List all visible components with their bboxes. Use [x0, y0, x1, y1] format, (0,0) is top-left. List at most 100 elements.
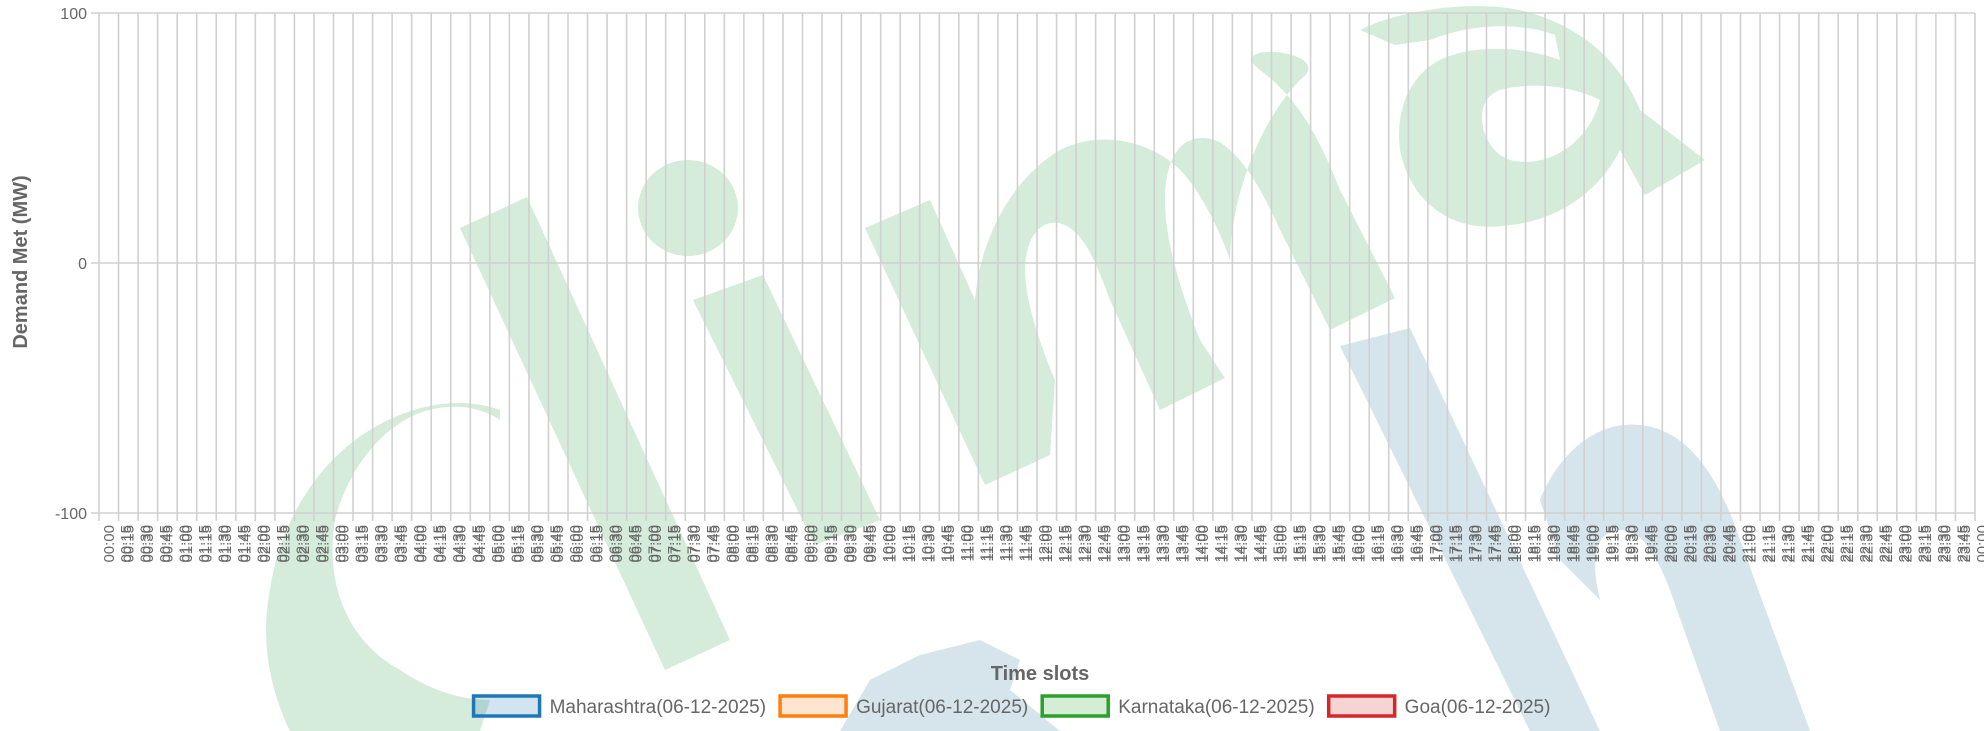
x-tick-label: 20:45 [1720, 525, 1737, 563]
legend-item[interactable]: Karnataka(06-12-2025) [1040, 694, 1315, 718]
x-tick-label: 12:00 [1036, 525, 1053, 563]
x-tick-label: 14:15 [1215, 525, 1232, 563]
x-tick-label: 21:00 [1740, 525, 1757, 563]
x-tick-label: 21:30 [1779, 525, 1796, 563]
chart-legend[interactable]: Maharashtra(06-12-2025) Gujarat(06-12-202… [471, 694, 1551, 718]
x-tick-label: 08:15 [746, 525, 763, 563]
x-tick-label: 23:30 [1935, 525, 1952, 563]
x-tick-label: 23:45 [1957, 525, 1974, 563]
legend-swatch [471, 694, 542, 718]
x-tick-label: 13:30 [1156, 525, 1173, 563]
x-tick-label: 14:30 [1232, 525, 1249, 563]
x-tick-label: 13:15 [1134, 525, 1151, 563]
x-tick-label: 19:15 [1603, 525, 1620, 563]
x-tick-label: 19:00 [1586, 525, 1603, 563]
x-tick-label: 03:15 [352, 525, 369, 563]
plot-area [91, 12, 1976, 521]
x-tick-label: 20:30 [1703, 525, 1720, 563]
x-tick-label: 07:45 [707, 525, 724, 563]
x-tick-label: 10:45 [939, 525, 956, 563]
x-tick-label: 18:00 [1505, 525, 1522, 563]
legend-item[interactable]: Gujarat(06-12-2025) [778, 694, 1028, 718]
x-tick-label: 05:30 [531, 525, 548, 563]
x-tick-label: 16:30 [1391, 525, 1408, 563]
x-tick-label: 08:30 [765, 525, 782, 563]
x-tick-label: 13:00 [1117, 525, 1134, 563]
x-tick-label: 04:45 [470, 525, 487, 563]
x-tick-label: 14:45 [1251, 525, 1268, 563]
x-tick-label: 19:00 [1583, 525, 1600, 563]
y-tick-label: 0 [78, 256, 87, 273]
x-tick-label: 01:15 [198, 525, 215, 563]
x-tick-label: 02:15 [274, 525, 291, 563]
x-tick-label: 09:30 [843, 525, 860, 563]
x-tick-label: 23:15 [1918, 525, 1935, 563]
x-tick-label: 09:15 [824, 525, 841, 563]
x-tick-label: 03:00 [333, 525, 350, 563]
x-tick-label: 09:30 [841, 525, 858, 563]
legend-item[interactable]: Maharashtra(06-12-2025) [471, 694, 767, 718]
x-tick-label: 11:45 [1019, 525, 1036, 561]
x-tick-label: 03:15 [355, 525, 372, 563]
legend-item[interactable]: Goa(06-12-2025) [1326, 694, 1551, 718]
watermark-letter-a [1360, 6, 1705, 227]
x-tick-label: 05:00 [489, 525, 506, 563]
x-tick-label: 19:45 [1642, 525, 1659, 563]
x-tick-label: 12:30 [1078, 525, 1095, 563]
x-tick-label: 16:30 [1388, 525, 1405, 563]
x-tick-label: 23:30 [1938, 525, 1955, 563]
x-tick-label: 03:30 [372, 525, 389, 563]
x-tick-label: 04:00 [413, 525, 430, 563]
x-tick-label: 02:30 [294, 525, 311, 563]
x-tick-label: 17:30 [1466, 525, 1483, 563]
x-tick-label: 02:30 [296, 525, 313, 563]
x-tick-label: 02:00 [255, 525, 272, 563]
x-tick-label: 20:00 [1664, 525, 1681, 563]
x-tick-label: 14:00 [1195, 525, 1212, 563]
x-tick-label: 21:15 [1759, 525, 1776, 563]
x-tick-label: 23:00 [1899, 525, 1916, 563]
x-tick-label: 12:30 [1075, 525, 1092, 563]
x-tick-label: 08:30 [763, 525, 780, 563]
x-tick-label: 15:00 [1273, 525, 1290, 563]
x-tick-label: 15:15 [1293, 525, 1310, 563]
x-tick-label: 06:15 [589, 525, 606, 563]
x-tick-label: 05:15 [511, 525, 528, 563]
x-tick-label: 16:00 [1349, 525, 1366, 563]
x-tick-label: 15:45 [1332, 525, 1349, 563]
x-tick-label: 17:30 [1469, 525, 1486, 563]
x-tick-label: 10:30 [919, 525, 936, 563]
x-tick-label: 22:15 [1840, 525, 1857, 563]
x-tick-label: 22:30 [1860, 525, 1877, 563]
x-tick-label: 22:15 [1837, 525, 1854, 563]
x-tick-label: 23:45 [1955, 525, 1972, 563]
x-tick-label: 09:45 [863, 525, 880, 563]
x-tick-label: 10:00 [882, 525, 899, 563]
x-tick-label: 14:00 [1193, 525, 1210, 563]
watermark-letter-h [1340, 328, 1600, 731]
x-tick-label: 02:45 [313, 525, 330, 563]
watermark-letter-i [693, 275, 880, 545]
x-tick-label: 09:45 [860, 525, 877, 563]
x-tick-label: 16:15 [1371, 525, 1388, 563]
x-tick-label: 12:45 [1095, 525, 1112, 563]
x-tick-label: 21:00 [1742, 525, 1759, 563]
watermark-letter-c [266, 402, 500, 731]
x-tick-label: 17:00 [1430, 525, 1447, 563]
x-tick-label: 04:30 [450, 525, 467, 563]
x-tick-label: 06:45 [626, 525, 643, 563]
x-tick-label: 11:15 [980, 525, 997, 561]
x-tick-label: 01:15 [196, 525, 213, 563]
x-tick-label: 21:45 [1798, 525, 1815, 563]
x-tick-label: 20:15 [1684, 525, 1701, 563]
x-tick-label: 11:30 [1000, 525, 1017, 561]
x-tick-label: 00:15 [120, 525, 137, 563]
x-tick-label: 02:00 [257, 525, 274, 563]
x-tick-label: 08:00 [726, 525, 743, 563]
x-tick-label: 11:00 [958, 525, 975, 561]
x-tick-label: 11:00 [961, 525, 978, 561]
x-tick-label: 00:00 [101, 525, 118, 563]
x-tick-label: 18:15 [1527, 525, 1544, 563]
x-tick-label: 19:30 [1625, 525, 1642, 563]
